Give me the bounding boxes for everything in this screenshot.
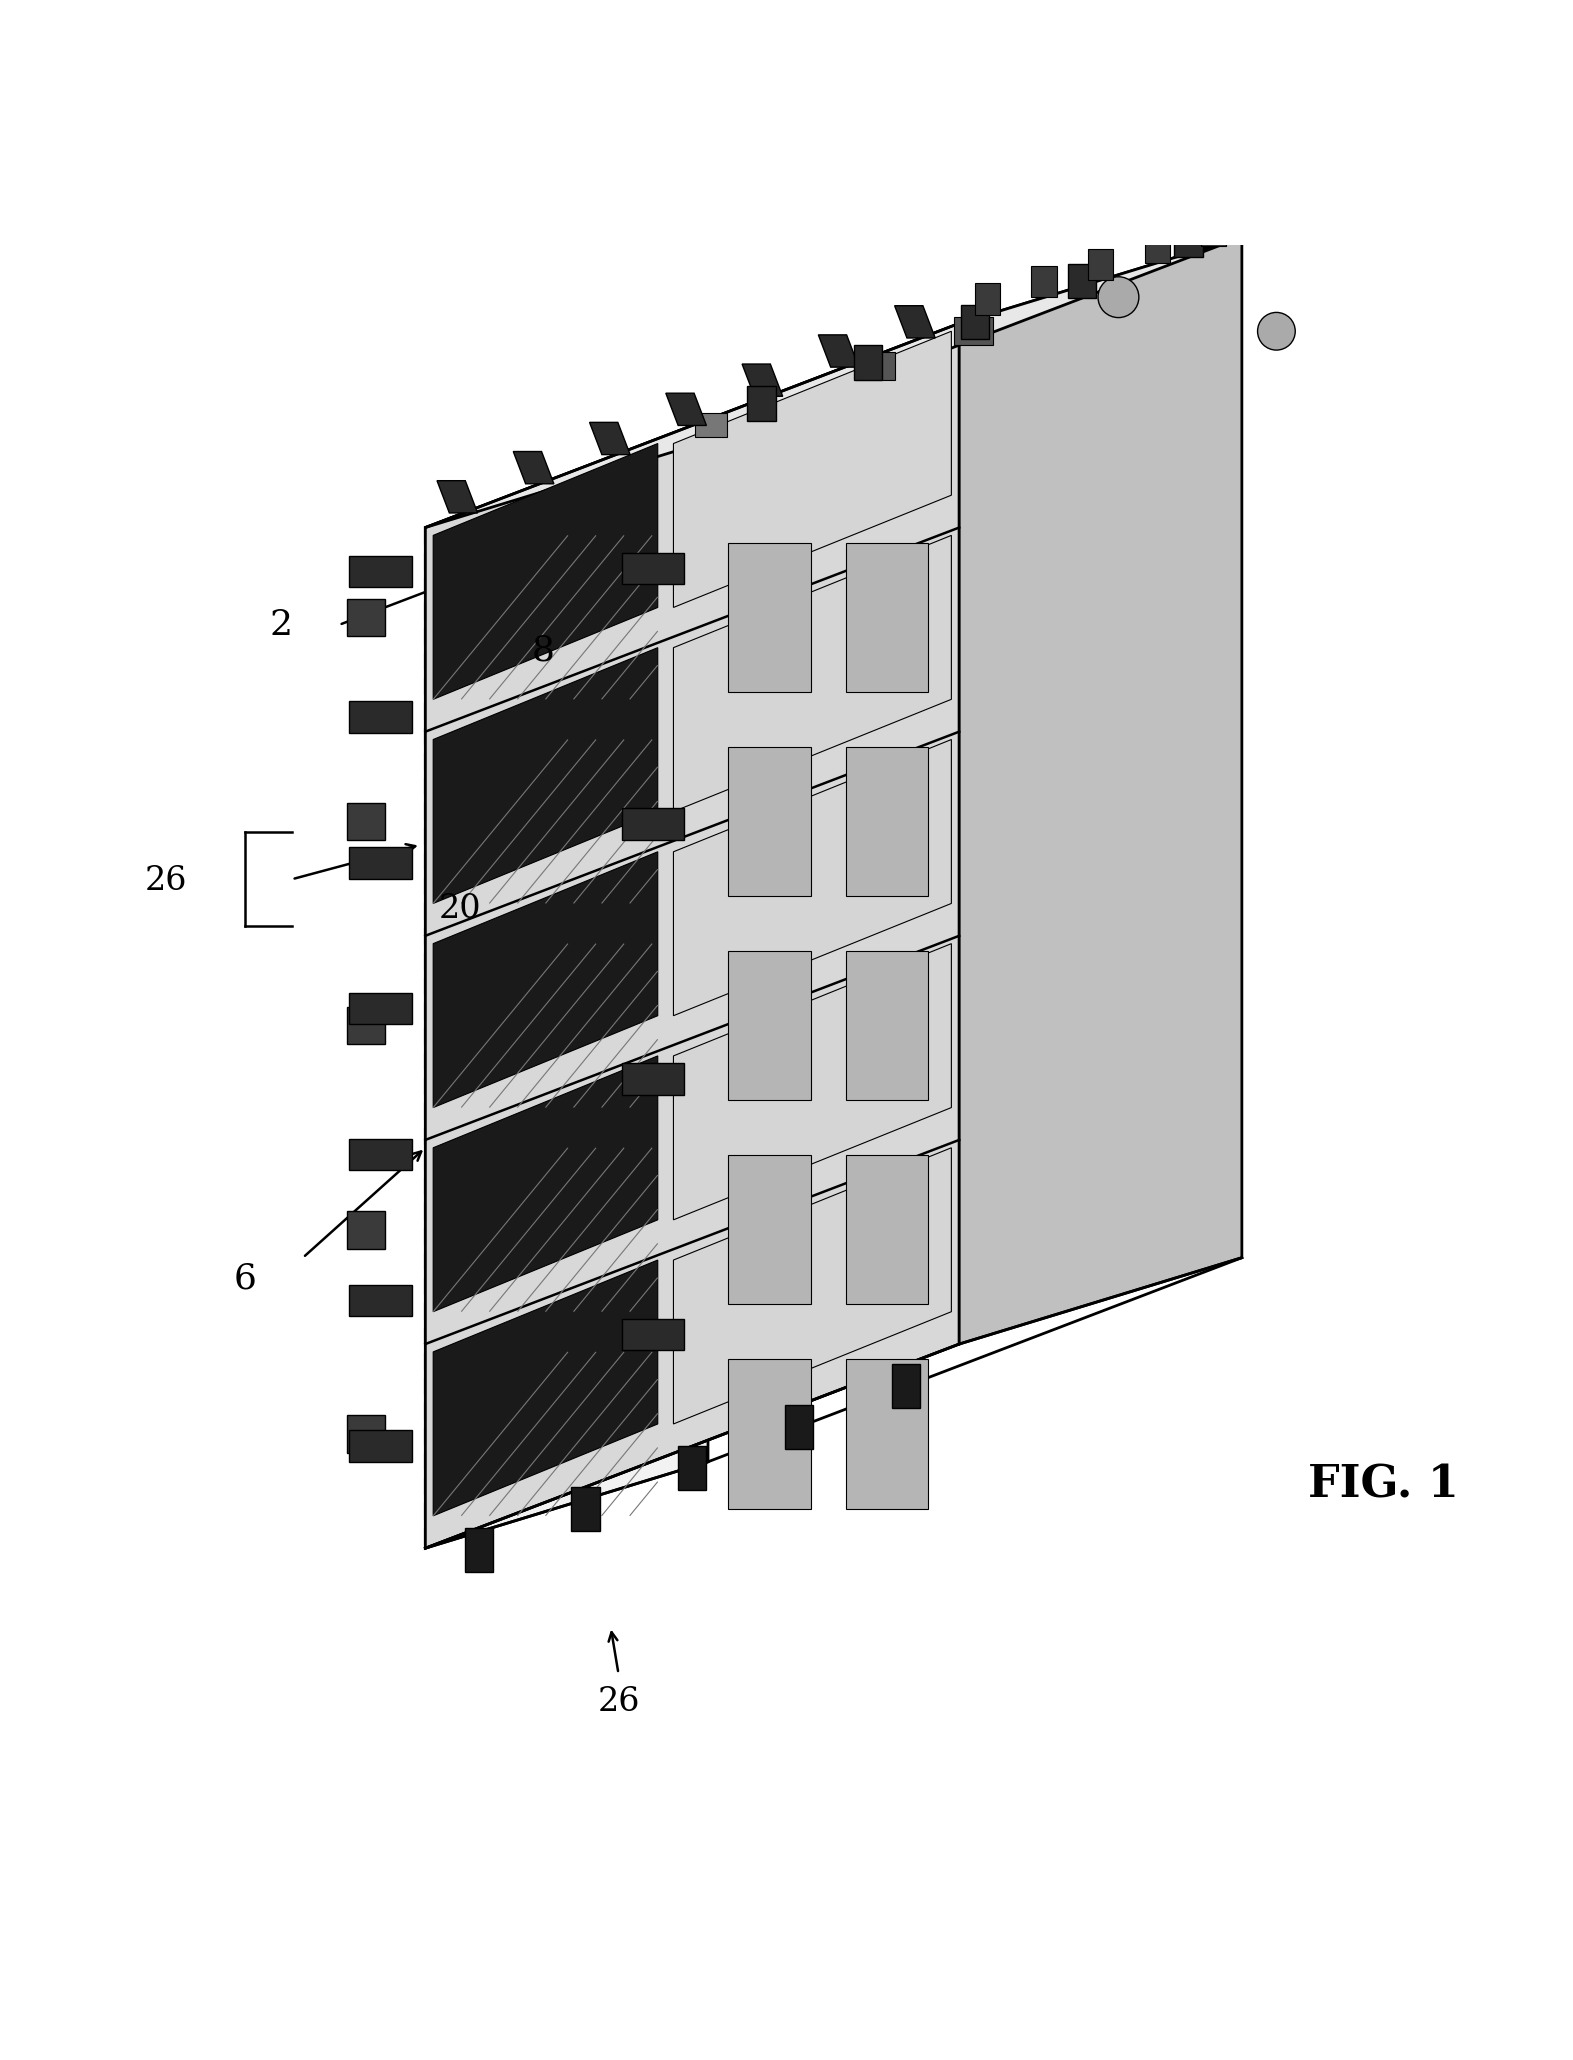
Polygon shape: [673, 1147, 952, 1423]
Polygon shape: [1145, 231, 1170, 264]
Text: 20: 20: [439, 894, 481, 925]
Text: 26: 26: [598, 1685, 640, 1718]
Text: FIG. 1: FIG. 1: [1307, 1465, 1458, 1506]
Polygon shape: [673, 332, 952, 608]
Bar: [695, 414, 727, 437]
Polygon shape: [425, 323, 960, 1549]
Bar: [621, 808, 684, 840]
Bar: [346, 1007, 384, 1044]
Polygon shape: [513, 451, 554, 484]
Bar: [846, 1360, 928, 1508]
Bar: [728, 1156, 810, 1304]
Bar: [785, 1405, 813, 1450]
Polygon shape: [1032, 266, 1057, 297]
Bar: [728, 1360, 810, 1508]
Text: 8: 8: [532, 632, 555, 667]
Bar: [846, 748, 928, 896]
Text: 26: 26: [145, 865, 187, 896]
Polygon shape: [433, 443, 658, 698]
Bar: [349, 700, 412, 733]
Polygon shape: [590, 422, 631, 455]
Circle shape: [1098, 276, 1139, 317]
Bar: [621, 552, 684, 585]
Polygon shape: [673, 740, 952, 1016]
Polygon shape: [437, 480, 478, 513]
Polygon shape: [1089, 249, 1114, 280]
Bar: [953, 317, 993, 346]
Polygon shape: [742, 365, 783, 396]
Bar: [856, 352, 895, 381]
Polygon shape: [433, 647, 658, 904]
Bar: [349, 993, 412, 1024]
Bar: [346, 1415, 384, 1452]
Polygon shape: [665, 393, 706, 426]
Bar: [571, 1487, 599, 1531]
Polygon shape: [433, 851, 658, 1108]
Bar: [349, 556, 412, 587]
Polygon shape: [433, 1057, 658, 1312]
Text: 6: 6: [233, 1261, 256, 1296]
Polygon shape: [1202, 214, 1227, 245]
Bar: [464, 1529, 492, 1572]
Bar: [621, 1318, 684, 1349]
Bar: [349, 847, 412, 878]
Polygon shape: [433, 1261, 658, 1516]
Bar: [349, 1285, 412, 1316]
Polygon shape: [854, 346, 882, 379]
Bar: [728, 748, 810, 896]
Bar: [346, 1211, 384, 1248]
Polygon shape: [1068, 264, 1096, 299]
Polygon shape: [747, 385, 775, 420]
Polygon shape: [425, 237, 1241, 527]
Polygon shape: [961, 305, 989, 340]
Bar: [728, 542, 810, 692]
Bar: [846, 542, 928, 692]
Bar: [349, 1430, 412, 1463]
Polygon shape: [975, 284, 1000, 315]
Bar: [846, 1156, 928, 1304]
Polygon shape: [673, 943, 952, 1220]
Bar: [892, 1364, 920, 1409]
Text: 2: 2: [269, 608, 293, 643]
Polygon shape: [425, 441, 708, 1549]
Bar: [621, 1063, 684, 1094]
Polygon shape: [818, 336, 859, 367]
Polygon shape: [673, 536, 952, 812]
Bar: [349, 1139, 412, 1170]
Circle shape: [1257, 313, 1295, 350]
Bar: [346, 803, 384, 840]
Bar: [728, 952, 810, 1100]
Polygon shape: [1175, 222, 1203, 258]
Bar: [346, 599, 384, 637]
Bar: [678, 1446, 706, 1489]
Polygon shape: [895, 305, 936, 338]
Bar: [846, 952, 928, 1100]
Polygon shape: [960, 237, 1241, 1343]
